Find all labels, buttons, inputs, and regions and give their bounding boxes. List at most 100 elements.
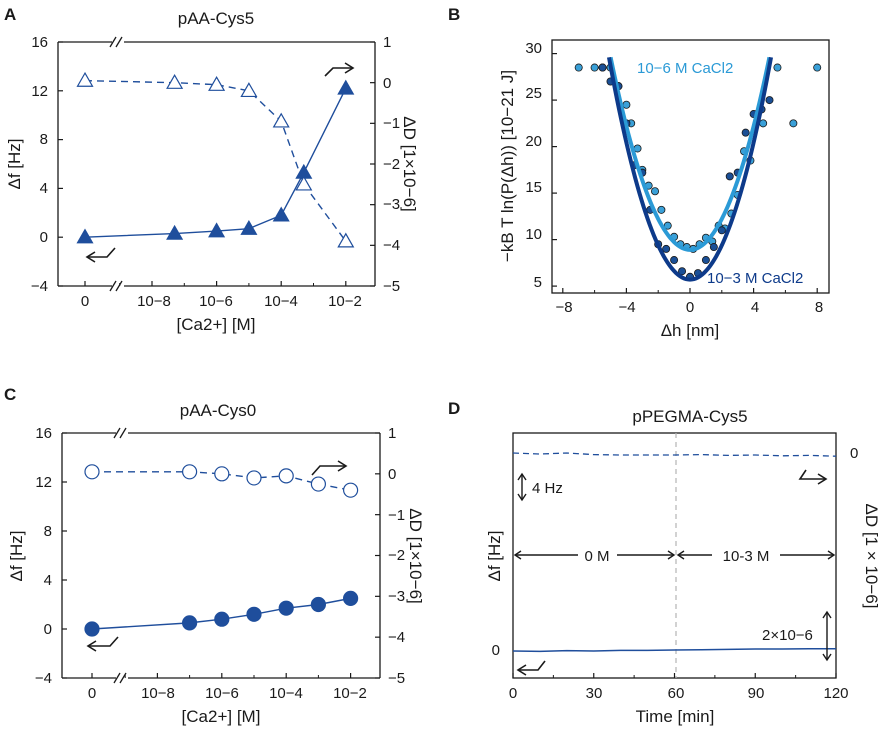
- panel-c-series-2-point: [214, 466, 230, 482]
- panel-c-ytick: 12: [35, 474, 52, 491]
- panel-b-series-2-point: [670, 256, 679, 265]
- panel-c-series-2-point: [278, 468, 294, 484]
- panel-d-right-zero: 0: [850, 445, 858, 462]
- panel-a-ytick: 16: [31, 34, 48, 51]
- panel-b-ytick: 30: [525, 40, 542, 57]
- panel-d-scale-bar-d: [822, 610, 832, 662]
- panel-d-x-ticks: 0 30 60 90 120: [509, 685, 849, 702]
- panel-b-xtick: 0: [686, 299, 694, 316]
- panel-c-ylabel-right: ΔD [1×10−6]: [406, 508, 425, 603]
- panel-b-x-ticks: −8 −4 0 4 8: [555, 299, 823, 316]
- panel-d-xtick: 120: [823, 685, 848, 702]
- panel-c-series-2-point: [310, 476, 326, 492]
- panel-c-xtick: 10−6: [205, 685, 239, 702]
- panel-d-xlabel: Time [min]: [636, 707, 715, 726]
- panel-c-rtick: 0: [388, 466, 396, 483]
- panel-b-marks: [552, 52, 822, 293]
- panel-a-rtick: −2: [383, 156, 400, 173]
- panel-a-right-ticks: 1 0 −1 −2 −3 −4 −5: [383, 34, 400, 295]
- panel-c-rtick: −1: [388, 507, 405, 524]
- panel-a-series-2-point: [208, 75, 226, 91]
- panel-c-ylabel-left: Δf [Hz]: [7, 530, 26, 581]
- panel-b-xtick: −8: [555, 299, 572, 316]
- panel-a-x-ticks: 0 10−8 10−6 10−4 10−2: [81, 293, 362, 310]
- panel-c-series-1-point: [310, 596, 326, 613]
- panel-c-xlabel: [Ca2+] [M]: [182, 707, 261, 726]
- panel-c-marks: [62, 432, 380, 679]
- panel-a-ytick: 12: [31, 83, 48, 100]
- panel-c-right-ticks: 1 0 −1 −2 −3 −4 −5: [388, 425, 405, 687]
- panel-a-series-1-point: [272, 206, 290, 222]
- panel-a-rtick: −1: [383, 115, 400, 132]
- panel-b-series-2-fit: [606, 56, 774, 282]
- panel-c-series-1-point: [214, 611, 230, 627]
- panel-b-xlabel: Δh [nm]: [661, 321, 720, 340]
- panel-a-ytick: 8: [40, 131, 48, 148]
- panel-a-series-1-point: [76, 228, 94, 244]
- panel-b-series-1-point: [651, 187, 660, 196]
- panel-a-marks: [58, 41, 375, 287]
- panel-a-xtick: 10−8: [137, 293, 171, 310]
- panel-c-ytick: 4: [44, 572, 52, 589]
- panel-b-series-2-point: [741, 128, 750, 137]
- panel-c-series-1-point: [84, 621, 100, 637]
- panel-b-xtick: 4: [751, 299, 759, 316]
- panel-b-series-2-point: [765, 96, 774, 105]
- panel-c-ytick: −4: [35, 670, 52, 687]
- panel-a-series-2-point: [166, 73, 184, 89]
- panel-a-rtick: −4: [383, 237, 400, 254]
- panel-a-series-1-line: [84, 88, 347, 238]
- panel-a-ytick: 0: [40, 229, 48, 246]
- panel-d-xtick: 30: [586, 685, 603, 702]
- panel-c-title: pAA-Cys0: [180, 401, 257, 420]
- panel-c-xtick: 10−4: [269, 685, 303, 702]
- panel-c-xtick: 0: [88, 685, 96, 702]
- panel-b-label-high: 10−6 M CaCl2: [637, 60, 733, 77]
- panel-b-label-low: 10−3 M CaCl2: [707, 270, 803, 287]
- panel-b-xtick: −4: [618, 299, 635, 316]
- panel-c: C pAA-Cys0 16 12 8 4 0 −4 1 0 −1 −2 −3 −…: [4, 385, 425, 726]
- panel-c-ytick: 0: [44, 621, 52, 638]
- panel-a-series-1-point: [240, 219, 258, 235]
- panel-c-xtick: 10−8: [141, 685, 175, 702]
- panel-c-rtick: 1: [388, 425, 396, 442]
- panel-a-xtick: 10−6: [199, 293, 233, 310]
- panel-a-ylabel-right: ΔD [1×10−6]: [400, 116, 419, 211]
- panel-a-left-axis-arrow: [85, 247, 116, 263]
- panel-c-left-ticks: 16 12 8 4 0 −4: [35, 425, 52, 687]
- panel-c-rtick: −2: [388, 547, 405, 564]
- panel-d-seg-left-label: 0 M: [584, 548, 609, 565]
- panel-c-left-axis-arrow: [86, 636, 119, 652]
- panel-a-series-1-point: [208, 222, 226, 238]
- panel-b-series-2-point: [717, 226, 726, 235]
- panel-b-series-1-point: [759, 119, 768, 128]
- panel-d: D pPEGMA-Cys5 0 30 60 90 120 Time [min] …: [448, 399, 881, 726]
- panel-b-series-1-point: [590, 63, 599, 72]
- panel-d-xtick: 60: [668, 685, 685, 702]
- panel-c-xtick: 10−2: [333, 685, 367, 702]
- panel-d-scale-f-label: 4 Hz: [532, 480, 563, 497]
- panel-b-xtick: 8: [815, 299, 823, 316]
- panel-a-rtick: 0: [383, 75, 391, 92]
- panel-b-series-2-point: [725, 172, 734, 181]
- panel-c-series-1-point: [278, 600, 294, 616]
- panel-c-series-2-point: [182, 464, 198, 480]
- panel-b-ytick: 20: [525, 133, 542, 150]
- panel-d-seg-right-label: 10-3 M: [723, 548, 770, 565]
- panel-c-x-ticks: 0 10−8 10−6 10−4 10−2: [88, 685, 367, 702]
- panel-b-series-2-point: [662, 244, 671, 253]
- panel-c-series-1-point: [246, 606, 262, 622]
- panel-b-series-2-point: [598, 63, 607, 72]
- panel-a-ytick: −4: [31, 278, 48, 295]
- panel-a: A pAA-Cys5 16 12 8 4 0 −4 1 0 −1 −2 −3 −…: [4, 5, 419, 334]
- panel-b-series-2-point: [709, 243, 718, 252]
- panel-c-axis-breaks: [113, 427, 127, 684]
- panel-a-series-2-point: [295, 175, 313, 191]
- panel-a-series-2-point: [337, 232, 355, 248]
- panel-d-title: pPEGMA-Cys5: [632, 407, 747, 426]
- panel-a-series-1-point: [337, 79, 355, 95]
- panel-a-rtick: −3: [383, 196, 400, 213]
- panel-d-segment-arrows: [513, 550, 836, 560]
- panel-a-xtick: 0: [81, 293, 89, 310]
